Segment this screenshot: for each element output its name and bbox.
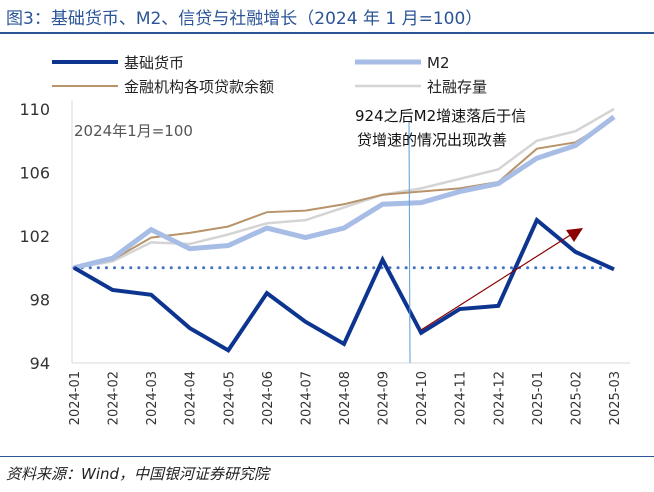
chart-title: 图3：基础货币、M2、信贷与社融增长（2024 年 1 月=100） — [6, 9, 483, 29]
legend-label: 基础货币 — [124, 54, 184, 72]
legend-label: 社融存量 — [427, 78, 487, 96]
trend-arrow-head — [566, 228, 583, 242]
x-tick-label: 2024-11 — [454, 371, 469, 425]
x-tick-label: 2024-06 — [261, 371, 276, 425]
x-tick-label: 2025-03 — [608, 371, 623, 425]
base-note: 2024年1月=100 — [74, 122, 193, 140]
line-chart: 94 98 102 106 110 2024-01 2024-02 2024-03 2024-0… — [19, 54, 630, 425]
callout-vertical-line — [408, 121, 411, 364]
source-note: 资料来源：Wind，中国银河证券研究院 — [6, 465, 270, 483]
x-tick-label: 2024-02 — [107, 371, 122, 425]
series-line-2 — [73, 117, 615, 269]
callout-text-line1: 924之后M2增速落后于信 — [355, 107, 526, 125]
y-tick-label: 110 — [19, 100, 50, 119]
series-line-0 — [73, 216, 615, 353]
legend-label: M2 — [427, 54, 450, 72]
trend-arrow-line — [420, 233, 573, 331]
x-tick-label: 2024-08 — [338, 371, 353, 425]
x-tick-label: 2024-07 — [299, 371, 314, 425]
x-tick-label: 2024-05 — [222, 371, 237, 425]
x-tick-label: 2024-03 — [145, 371, 160, 425]
callout-text-line2: 贷增速的情况出现改善 — [357, 131, 507, 149]
legend-label: 金融机构各项贷款余额 — [124, 78, 274, 96]
y-tick-label: 98 — [30, 291, 50, 310]
y-tick-label: 94 — [30, 354, 50, 373]
y-tick-label: 102 — [19, 227, 50, 246]
x-tick-label: 2025-01 — [531, 371, 546, 425]
x-tick-label: 2025-02 — [569, 371, 584, 425]
title-divider — [0, 32, 654, 34]
x-tick-label: 2024-12 — [492, 371, 507, 425]
source-divider — [0, 456, 654, 457]
x-tick-label: 2024-04 — [184, 371, 199, 425]
x-tick-label: 2024-10 — [415, 371, 430, 425]
x-tick-label: 2024-01 — [68, 371, 83, 425]
x-tick-label: 2024-09 — [377, 371, 392, 425]
y-tick-label: 106 — [19, 164, 50, 183]
